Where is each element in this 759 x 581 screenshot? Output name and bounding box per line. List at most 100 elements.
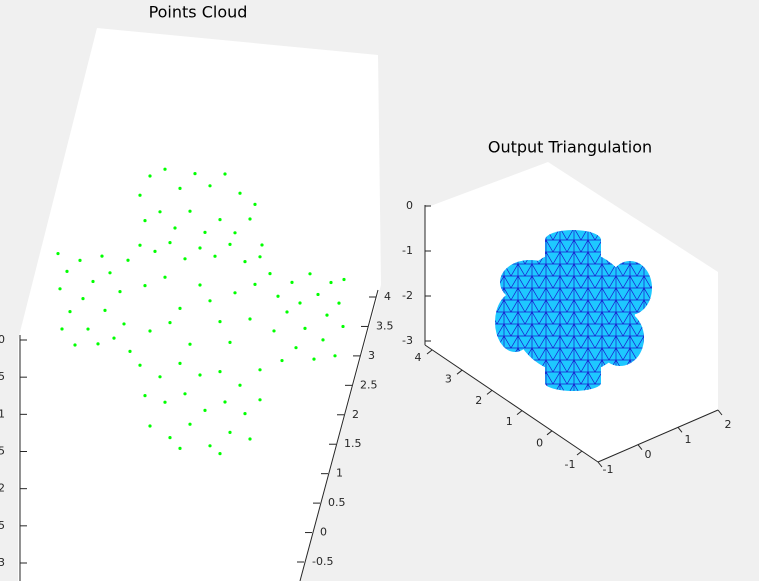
x-tick [576, 450, 583, 456]
point [312, 357, 316, 361]
point [238, 383, 242, 387]
point [56, 252, 60, 256]
point [258, 368, 262, 372]
point [238, 191, 242, 195]
point [342, 277, 346, 282]
point [188, 422, 192, 426]
point [183, 257, 187, 261]
point [223, 400, 227, 404]
point [143, 394, 147, 398]
x-tick-label: 3 [445, 372, 452, 385]
point [163, 167, 167, 171]
point [303, 326, 307, 330]
y-tick-label: 2.5 [360, 378, 378, 391]
point [138, 243, 142, 247]
x-tick-label: 2 [475, 394, 482, 407]
point [233, 231, 237, 235]
y-tick-label: 3.5 [376, 319, 394, 332]
point [163, 400, 167, 404]
chart-title: Output Triangulation [488, 138, 652, 157]
point [228, 340, 232, 344]
point [168, 241, 172, 245]
point [228, 242, 232, 246]
y-tick [637, 444, 643, 450]
point [223, 172, 227, 176]
point [218, 218, 222, 222]
point [253, 282, 257, 286]
y-tick-label: 2 [352, 408, 359, 421]
x-tick-label: 4 [415, 351, 422, 364]
surface-mesh [545, 230, 601, 250]
point [203, 408, 207, 412]
x-axis-line [424, 344, 599, 463]
y-tick [597, 461, 603, 468]
point [178, 186, 182, 190]
point [188, 342, 192, 346]
point [73, 343, 77, 347]
point [178, 361, 182, 365]
point [163, 275, 167, 279]
point [158, 210, 162, 214]
y-tick [717, 409, 723, 416]
z-tick-label: -3 [0, 556, 5, 569]
y-tick-label: 1 [336, 467, 343, 480]
point [276, 294, 280, 298]
point [208, 444, 212, 448]
point [148, 424, 152, 428]
y-tick-label: 0 [645, 448, 652, 461]
z-tick-label: -1.5 [0, 445, 5, 458]
point [198, 283, 202, 287]
point [208, 184, 212, 188]
point [268, 272, 272, 276]
y-tick-label: 1.5 [344, 437, 362, 450]
y-tick-label: 2 [725, 418, 732, 431]
y-tick-label: -1 [603, 463, 614, 476]
x-tick [456, 369, 463, 375]
x-tick [546, 430, 553, 436]
point [143, 219, 147, 223]
point [148, 174, 152, 178]
point [198, 373, 202, 377]
point [108, 271, 112, 275]
point [298, 301, 302, 305]
x-tick-label: -1 [565, 458, 576, 471]
point [218, 452, 222, 456]
point [118, 290, 122, 294]
y-tick-label: 0 [320, 526, 327, 539]
point [126, 258, 130, 262]
y-tick-label: -0.5 [312, 555, 333, 568]
point [188, 209, 192, 213]
point [290, 280, 294, 284]
y-axis-line [597, 409, 719, 463]
point [248, 317, 252, 321]
point [138, 193, 142, 197]
point [248, 217, 252, 221]
point [173, 226, 177, 230]
point [100, 254, 104, 258]
point [321, 338, 325, 342]
point [60, 327, 64, 331]
point [316, 292, 320, 297]
z-tick-label: 0 [406, 199, 413, 212]
z-tick-label: -1 [0, 407, 5, 420]
point [96, 342, 100, 346]
point [158, 375, 162, 379]
point [258, 398, 262, 402]
point [103, 308, 107, 312]
point [233, 291, 237, 295]
z-tick-label: -2.5 [0, 519, 5, 532]
point [258, 255, 262, 259]
surface-mesh [545, 240, 601, 383]
point [138, 363, 142, 367]
point [337, 301, 341, 305]
point [81, 297, 85, 301]
scatter-layer [56, 167, 346, 456]
point [86, 327, 90, 331]
point [341, 324, 345, 329]
point [143, 284, 147, 288]
chart-title: Points Cloud [149, 3, 248, 22]
point [58, 287, 62, 291]
point [128, 349, 132, 353]
